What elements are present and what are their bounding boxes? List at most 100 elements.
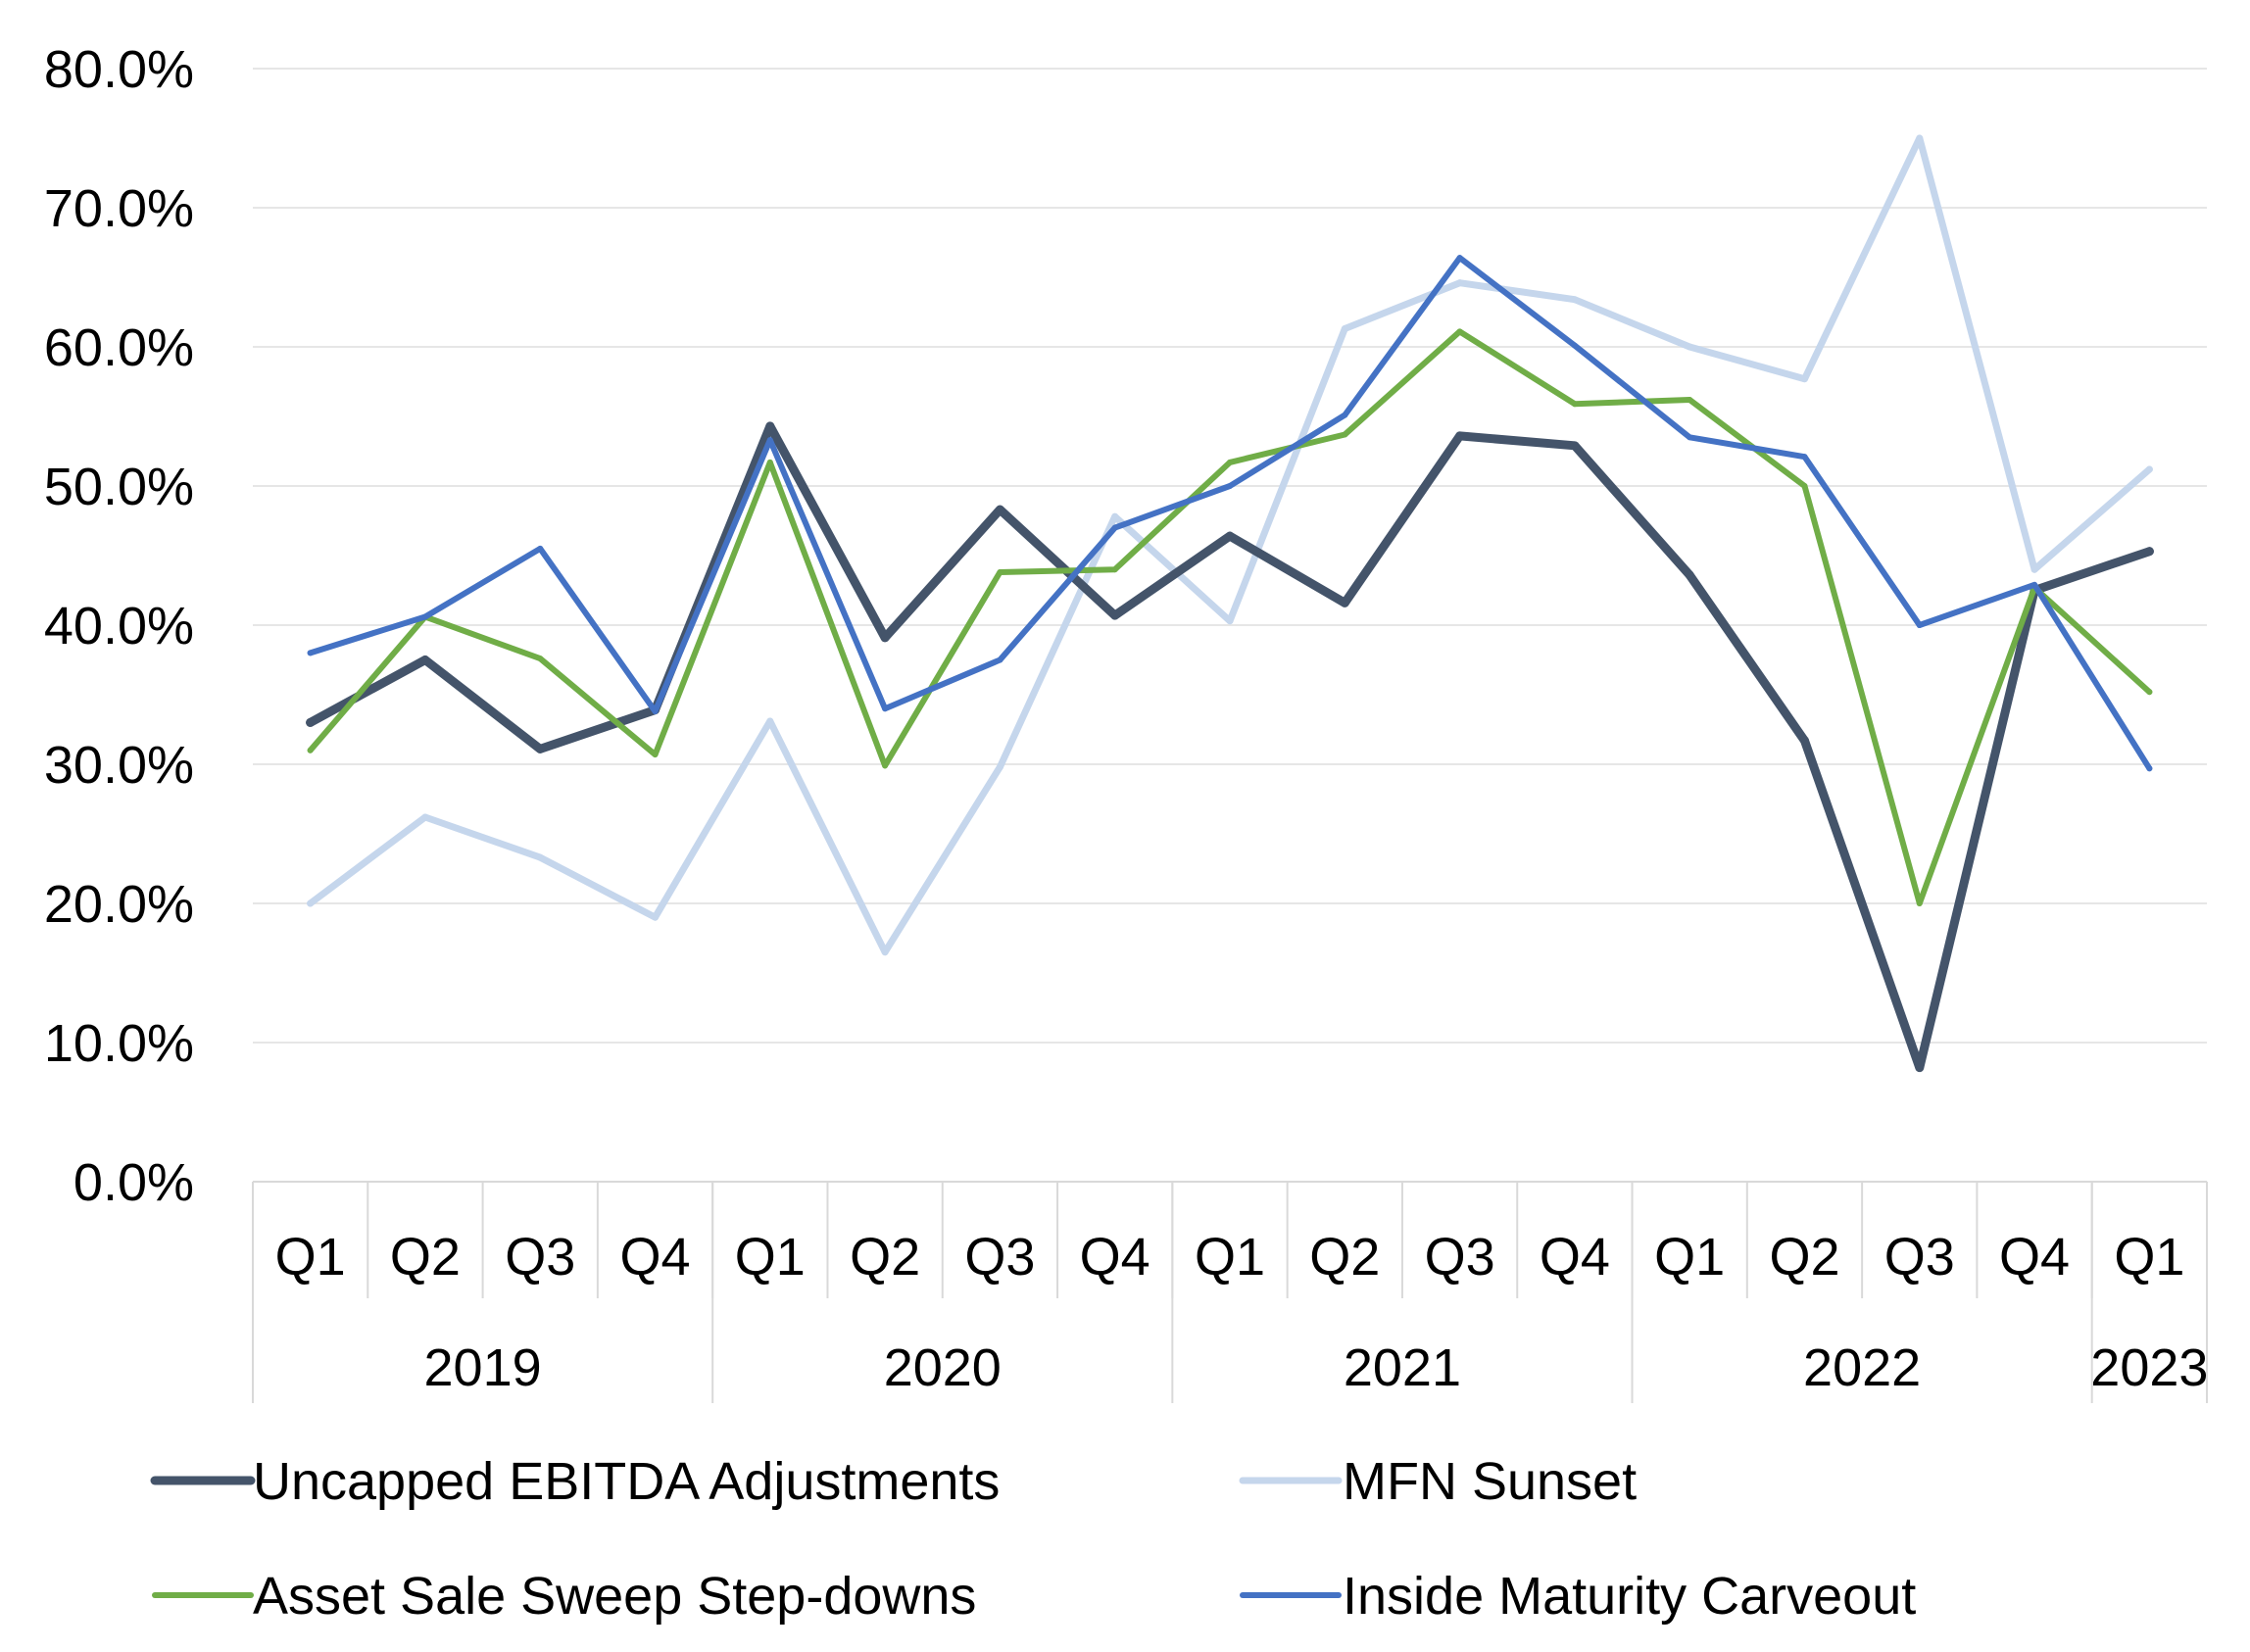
- x-tick-label: Q4: [620, 1228, 691, 1287]
- legend-label: Inside Maturity Carveout: [1343, 1567, 1916, 1626]
- legend-item: Asset Sale Sweep Step-downs: [152, 1567, 976, 1626]
- data-point: [307, 747, 314, 753]
- data-point: [766, 459, 773, 465]
- data-point: [1571, 342, 1578, 349]
- data-point: [652, 913, 660, 921]
- series-line: [307, 255, 2153, 772]
- x-tick-label: Q3: [1425, 1228, 1495, 1287]
- x-tick-label: Q2: [1309, 1228, 1380, 1287]
- x-tick-label: Q3: [1884, 1228, 1955, 1287]
- data-point: [652, 708, 659, 715]
- data-point: [880, 633, 890, 643]
- plot-area: [306, 134, 2154, 1073]
- data-point: [1456, 328, 1463, 335]
- x-year-label: 2021: [1344, 1338, 1461, 1397]
- data-point: [1916, 622, 1923, 628]
- legend-label: MFN Sunset: [1343, 1452, 1637, 1511]
- data-point: [421, 813, 429, 821]
- data-point: [1342, 431, 1348, 438]
- x-tick-label: Q2: [1769, 1228, 1839, 1287]
- y-tick-label: 70.0%: [44, 179, 194, 238]
- y-tick-label: 80.0%: [44, 40, 194, 99]
- data-point: [766, 717, 774, 725]
- data-point: [307, 899, 315, 907]
- data-point: [2030, 565, 2038, 573]
- data-point: [765, 421, 775, 431]
- x-year-label: 2023: [2090, 1338, 2208, 1397]
- data-point: [882, 705, 889, 712]
- x-tick-label: Q4: [1540, 1228, 1610, 1287]
- data-point: [1111, 512, 1119, 520]
- data-point: [997, 569, 1003, 576]
- y-tick-label: 60.0%: [44, 318, 194, 377]
- data-point: [537, 656, 544, 662]
- data-point: [1799, 736, 1809, 746]
- x-tick-label: Q2: [850, 1228, 920, 1287]
- x-year-label: 2020: [884, 1338, 1002, 1397]
- data-point: [420, 656, 430, 664]
- x-tick-label: Q1: [735, 1228, 806, 1287]
- data-point: [1916, 134, 1924, 142]
- y-tick-label: 50.0%: [44, 458, 194, 516]
- data-point: [535, 744, 545, 753]
- data-point: [766, 437, 773, 444]
- x-tick-label: Q4: [1080, 1228, 1150, 1287]
- data-point: [1111, 566, 1118, 573]
- data-point: [1915, 1063, 1925, 1073]
- data-point: [1456, 279, 1464, 287]
- data-point: [1687, 434, 1693, 441]
- data-point: [2031, 581, 2038, 588]
- x-tick-label: Q1: [1195, 1228, 1265, 1287]
- legend-label: Uncapped EBITDA Adjustments: [253, 1452, 1000, 1511]
- x-tick-label: Q1: [1654, 1228, 1725, 1287]
- data-point: [1571, 296, 1579, 304]
- x-tick-label: Q4: [1999, 1228, 2070, 1287]
- data-point: [1227, 459, 1233, 465]
- data-point: [1225, 531, 1235, 541]
- data-point: [421, 613, 428, 620]
- data-point: [306, 717, 316, 727]
- data-point: [2144, 547, 2154, 557]
- series-mfn-sunset: [307, 134, 2153, 956]
- legend-label: Asset Sale Sweep Step-downs: [253, 1567, 976, 1626]
- data-point: [1800, 375, 1808, 383]
- series-asset-sale-sweep-step-downs: [307, 328, 2153, 906]
- x-axis: Q1 Q2 Q3 Q4 Q1 Q2 Q3 Q4 Q1 Q2 Q3 Q4 Q1 Q2 Q3 Q4 Q1 2019 20…: [252, 1181, 2208, 1403]
- data-point: [1571, 401, 1578, 408]
- data-point: [1801, 483, 1808, 489]
- data-point: [1455, 431, 1465, 441]
- legend-item: MFN Sunset: [1239, 1452, 1637, 1511]
- x-tick-label: Q3: [964, 1228, 1035, 1287]
- data-point: [1801, 454, 1808, 461]
- y-tick-label: 30.0%: [44, 736, 194, 795]
- data-point: [882, 762, 889, 769]
- legend-item: Uncapped EBITDA Adjustments: [150, 1452, 1000, 1511]
- data-point: [1111, 524, 1118, 531]
- data-point: [652, 752, 659, 758]
- y-tick-label: 20.0%: [44, 875, 194, 934]
- data-point: [307, 650, 314, 656]
- y-axis: 0.0% 10.0% 20.0% 30.0% 40.0% 50.0% 60.0% 70.0% 8…: [44, 40, 194, 1212]
- x-year-label: 2022: [1803, 1338, 1921, 1397]
- x-tick-label: Q1: [2114, 1228, 2184, 1287]
- series-line: [307, 134, 2153, 956]
- data-point: [1686, 343, 1693, 351]
- data-point: [1916, 900, 1923, 906]
- x-tick-label: Q2: [390, 1228, 461, 1287]
- data-point: [995, 505, 1004, 514]
- data-point: [1342, 412, 1348, 418]
- x-year-label: 2019: [424, 1338, 542, 1397]
- legend: Uncapped EBITDA Adjustments MFN Sunset Ass…: [150, 1452, 1916, 1626]
- data-point: [996, 763, 1003, 771]
- data-point: [1570, 441, 1580, 451]
- y-tick-label: 0.0%: [73, 1153, 194, 1212]
- data-point: [2146, 765, 2153, 772]
- data-point: [536, 853, 544, 861]
- data-point: [2146, 689, 2153, 696]
- data-point: [1110, 610, 1120, 620]
- data-point: [1685, 570, 1694, 580]
- data-point: [1687, 396, 1693, 403]
- data-point: [1456, 255, 1463, 262]
- y-tick-label: 40.0%: [44, 597, 194, 656]
